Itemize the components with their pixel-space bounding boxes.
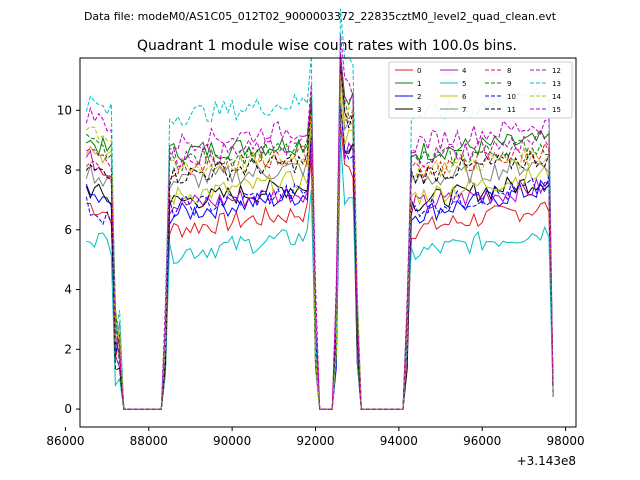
legend-label-7: 7: [462, 106, 466, 114]
y-tick-label: 4: [64, 283, 72, 297]
legend-label-12: 12: [552, 67, 561, 75]
x-tick-label: 90000: [213, 434, 251, 448]
x-tick-label: 98000: [546, 434, 584, 448]
legend-label-15: 15: [552, 106, 561, 114]
y-tick-label: 2: [64, 342, 72, 356]
legend-label-4: 4: [462, 67, 467, 75]
series-line-14: [85, 73, 554, 410]
legend-label-14: 14: [552, 93, 561, 101]
series-line-15: [86, 52, 554, 410]
plot-frame: [79, 57, 577, 428]
figure-suptitle: Data file: modeM0/AS1C05_012T02_90000033…: [84, 10, 557, 23]
x-tick-label: 96000: [463, 434, 501, 448]
legend-label-2: 2: [417, 93, 421, 101]
series-line-7: [85, 71, 554, 410]
legend-label-10: 10: [507, 93, 516, 101]
legend-label-8: 8: [507, 67, 511, 75]
legend-box: [388, 61, 573, 119]
legend-label-1: 1: [417, 80, 421, 88]
y-tick-label: 6: [64, 223, 72, 237]
legend-label-9: 9: [507, 80, 511, 88]
y-tick-label: 0: [64, 402, 72, 416]
x-axis: 86000 88000 90000 92000 94000 96000 98000: [46, 427, 585, 448]
y-axis: 0 2 4 6 8 10: [57, 103, 80, 416]
x-tick-label: 94000: [380, 434, 418, 448]
chart-title: Quadrant 1 module wise count rates with …: [137, 38, 517, 54]
series-line-4: [85, 100, 554, 410]
legend-label-6: 6: [462, 93, 467, 101]
series-line-6: [85, 95, 554, 410]
y-tick-label: 8: [64, 163, 72, 177]
legend-label-3: 3: [417, 106, 421, 114]
series-line-3: [85, 95, 554, 410]
y-tick-label: 10: [57, 103, 72, 117]
legend-label-13: 13: [552, 80, 561, 88]
plot-lines: [85, 8, 554, 410]
x-tick-label: 88000: [130, 434, 168, 448]
legend-label-11: 11: [507, 106, 516, 114]
series-line-2: [85, 99, 554, 410]
x-tick-label: 92000: [296, 434, 334, 448]
legend-label-5: 5: [462, 80, 466, 88]
legend-label-0: 0: [417, 67, 421, 75]
x-tick-label: 86000: [46, 434, 84, 448]
x-offset-label: +3.143e8: [517, 454, 576, 468]
